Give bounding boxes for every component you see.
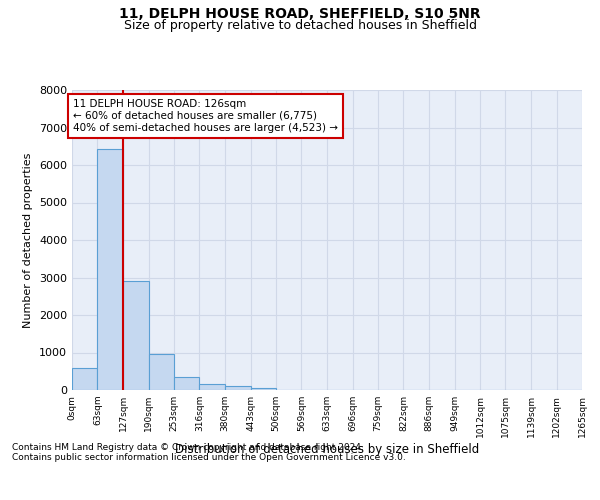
Bar <box>149 354 174 390</box>
Bar <box>251 388 276 390</box>
X-axis label: Distribution of detached houses by size in Sheffield: Distribution of detached houses by size … <box>175 442 479 456</box>
Text: 11 DELPH HOUSE ROAD: 126sqm
← 60% of detached houses are smaller (6,775)
40% of : 11 DELPH HOUSE ROAD: 126sqm ← 60% of det… <box>73 100 338 132</box>
Bar <box>72 368 97 390</box>
Bar <box>123 280 149 390</box>
Text: Size of property relative to detached houses in Sheffield: Size of property relative to detached ho… <box>124 18 476 32</box>
Text: Contains public sector information licensed under the Open Government Licence v3: Contains public sector information licen… <box>12 452 406 462</box>
Bar <box>174 376 199 390</box>
Bar <box>199 384 225 390</box>
Text: Contains HM Land Registry data © Crown copyright and database right 2024.: Contains HM Land Registry data © Crown c… <box>12 442 364 452</box>
Bar <box>225 386 251 390</box>
Bar <box>97 149 123 390</box>
Text: 11, DELPH HOUSE ROAD, SHEFFIELD, S10 5NR: 11, DELPH HOUSE ROAD, SHEFFIELD, S10 5NR <box>119 8 481 22</box>
Y-axis label: Number of detached properties: Number of detached properties <box>23 152 34 328</box>
